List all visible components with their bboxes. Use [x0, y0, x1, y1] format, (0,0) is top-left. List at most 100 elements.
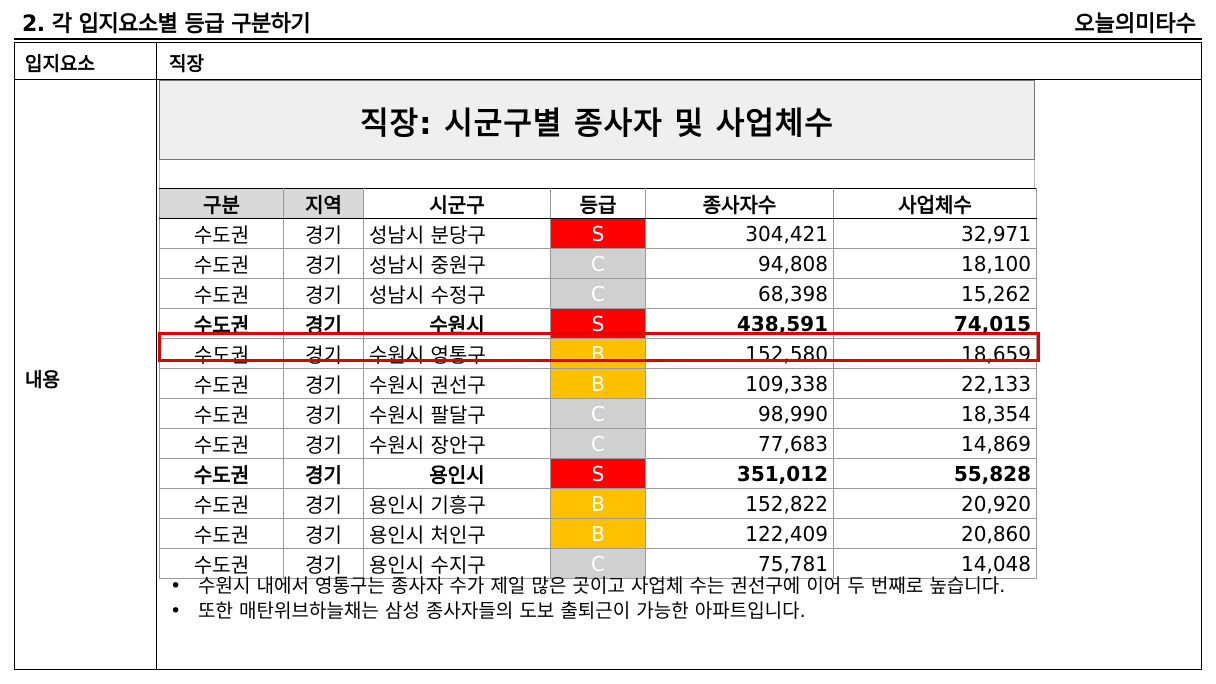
cell-district: 수원시 팔달구	[363, 398, 551, 429]
cell-district: 용인시 처인구	[363, 518, 551, 549]
bullet: •	[170, 575, 182, 597]
cell-region: 경기	[283, 518, 364, 549]
cell-grade: S	[550, 458, 646, 489]
table-row: 수도권 경기 성남시 분당구 S 304,421 32,971	[159, 218, 1037, 249]
content-label: 내용	[25, 369, 60, 391]
cell-employees: 109,338	[645, 368, 834, 399]
cell-district: 수원시 권선구	[363, 368, 551, 399]
cell-grade: B	[550, 368, 646, 399]
table-body: 수도권 경기 성남시 분당구 S 304,421 32,971 수도권 경기 성남시 중원구 C 9…	[159, 218, 1037, 579]
cell-employees: 152,822	[645, 488, 834, 519]
cell-employees: 351,012	[645, 458, 834, 489]
table-title: 직장: 시군구별 종사자 및 사업체수	[360, 105, 834, 142]
table-row: 수도권 경기 용인시 S 351,012 55,828	[159, 458, 1037, 489]
cell-grade: C	[550, 398, 646, 429]
cell-employees: 75,781	[645, 548, 834, 579]
cell-grade: S	[550, 218, 646, 249]
cell-grade: C	[550, 278, 646, 309]
cell-district: 수원시 장안구	[363, 428, 551, 459]
cell-businesses: 22,133	[833, 368, 1037, 399]
cell-employees: 122,409	[645, 518, 834, 549]
bullet: •	[170, 600, 182, 622]
cell-area: 수도권	[159, 248, 284, 279]
cell-district: 성남시 분당구	[363, 218, 551, 249]
cell-businesses: 15,262	[833, 278, 1037, 309]
cell-businesses: 20,920	[833, 488, 1037, 519]
header-district: 시군구	[363, 188, 551, 219]
cell-region: 경기	[283, 218, 364, 249]
cell-region: 경기	[283, 278, 364, 309]
cell-region: 경기	[283, 398, 364, 429]
cell-area: 수도권	[159, 278, 284, 309]
header-grade: 등급	[550, 188, 646, 219]
cell-grade: C	[550, 428, 646, 459]
cell-area: 수도권	[159, 368, 284, 399]
top-bar: 2. 각 입지요소별 등급 구분하기 오늘의미타수	[14, 0, 1202, 40]
cell-region: 경기	[283, 338, 364, 369]
cell-employees: 304,421	[645, 218, 834, 249]
note-text: 또한 매탄위브하늘채는 삼성 종사자들의 도보 출퇴근이 가능한 아파트입니다.	[198, 600, 806, 622]
cell-businesses: 18,354	[833, 398, 1037, 429]
table-title-box: 직장: 시군구별 종사자 및 사업체수	[159, 80, 1035, 160]
note-item: • 또한 매탄위브하늘채는 삼성 종사자들의 도보 출퇴근이 가능한 아파트입니…	[168, 599, 1048, 624]
cell-businesses: 18,100	[833, 248, 1037, 279]
cell-region: 경기	[283, 248, 364, 279]
cell-region: 경기	[283, 548, 364, 579]
cell-area: 수도권	[159, 428, 284, 459]
cell-district: 용인시	[363, 458, 551, 489]
table-row: 수도권 경기 성남시 중원구 C 94,808 18,100	[159, 248, 1037, 279]
header-area: 구분	[159, 188, 284, 219]
cell-grade: B	[550, 518, 646, 549]
cell-employees: 94,808	[645, 248, 834, 279]
cell-region: 경기	[283, 458, 364, 489]
cell-employees: 77,683	[645, 428, 834, 459]
page-title: 2. 각 입지요소별 등급 구분하기	[22, 12, 311, 37]
cell-businesses: 20,860	[833, 518, 1037, 549]
header-businesses: 사업체수	[833, 188, 1037, 219]
cell-area: 수도권	[159, 518, 284, 549]
table-row: 수도권 경기 용인시 기흥구 B 152,822 20,920	[159, 488, 1037, 519]
cell-area: 수도권	[159, 398, 284, 429]
cell-region: 경기	[283, 428, 364, 459]
notes: • 수원시 내에서 영통구는 종사자 수가 제일 많은 곳이고 사업체 수는 권…	[168, 574, 1048, 624]
table-row: 수도권 경기 수원시 팔달구 C 98,990 18,354	[159, 398, 1037, 429]
header-employees: 종사자수	[645, 188, 834, 219]
cell-businesses: 55,828	[833, 458, 1037, 489]
table-row: 수도권 경기 용인시 수지구 C 75,781 14,048	[159, 548, 1037, 579]
cell-employees: 68,398	[645, 278, 834, 309]
table-row: 수도권 경기 수원시 장안구 C 77,683 14,869	[159, 428, 1037, 459]
cell-grade: B	[550, 488, 646, 519]
data-table: 구분 지역 시군구 등급 종사자수 사업체수 수도권 경기 성남시 분당구 S 304,…	[159, 188, 1037, 579]
cell-businesses: 14,048	[833, 548, 1037, 579]
cell-district: 성남시 수정구	[363, 278, 551, 309]
table-header-row: 구분 지역 시군구 등급 종사자수 사업체수	[159, 188, 1037, 219]
label-column	[15, 43, 157, 669]
cell-businesses: 32,971	[833, 218, 1037, 249]
title-spacer	[159, 160, 1035, 188]
cell-area: 수도권	[159, 548, 284, 579]
cell-grade: C	[550, 248, 646, 279]
table-row: 수도권 경기 수원시 권선구 B 109,338 22,133	[159, 368, 1037, 399]
cell-area: 수도권	[159, 338, 284, 369]
highlight-box	[158, 332, 1040, 362]
cell-area: 수도권	[159, 218, 284, 249]
cell-area: 수도권	[159, 458, 284, 489]
element-value: 직장	[169, 53, 204, 75]
brand-name: 오늘의미타수	[1074, 12, 1196, 37]
header-region: 지역	[283, 188, 364, 219]
cell-area: 수도권	[159, 488, 284, 519]
content-frame: 입지요소 직장 내용	[14, 42, 1202, 670]
cell-employees: 98,990	[645, 398, 834, 429]
cell-district: 성남시 중원구	[363, 248, 551, 279]
note-item: • 수원시 내에서 영통구는 종사자 수가 제일 많은 곳이고 사업체 수는 권…	[168, 574, 1048, 599]
note-text: 수원시 내에서 영통구는 종사자 수가 제일 많은 곳이고 사업체 수는 권선구…	[198, 575, 1006, 597]
cell-businesses: 14,869	[833, 428, 1037, 459]
table-row: 수도권 경기 용인시 처인구 B 122,409 20,860	[159, 518, 1037, 549]
element-label: 입지요소	[25, 53, 95, 75]
cell-region: 경기	[283, 368, 364, 399]
cell-district: 용인시 기흥구	[363, 488, 551, 519]
cell-region: 경기	[283, 488, 364, 519]
cell-district: 용인시 수지구	[363, 548, 551, 579]
table-row: 수도권 경기 성남시 수정구 C 68,398 15,262	[159, 278, 1037, 309]
cell-grade: C	[550, 548, 646, 579]
